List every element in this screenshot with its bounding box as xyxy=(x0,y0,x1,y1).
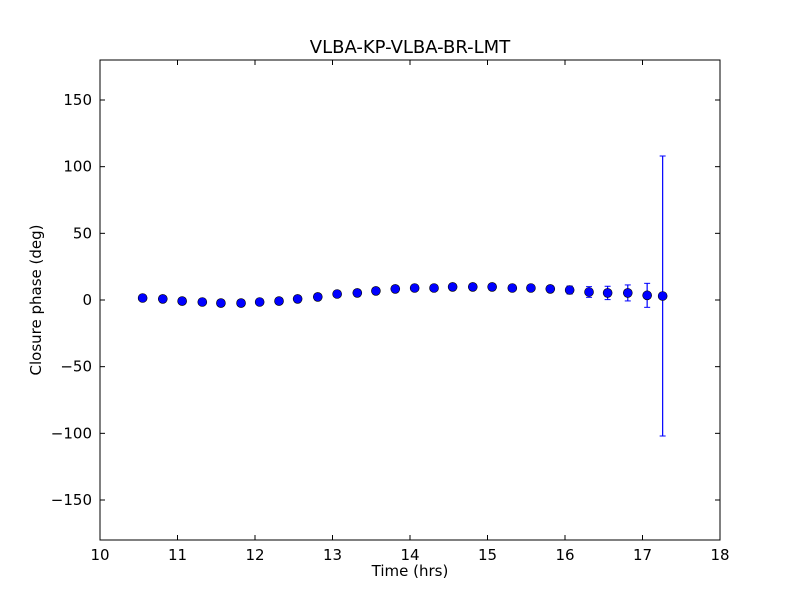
data-point xyxy=(526,283,536,293)
y-tick-label: 100 xyxy=(63,158,92,176)
y-axis-label: Closure phase (deg) xyxy=(27,225,45,376)
x-tick-label: 13 xyxy=(323,546,342,564)
data-point xyxy=(137,293,148,303)
y-tick-label: −150 xyxy=(51,491,92,509)
data-point xyxy=(177,296,187,306)
y-tick-label: 0 xyxy=(82,291,92,309)
x-tick-label: 12 xyxy=(245,546,264,564)
x-tick-label: 17 xyxy=(633,546,652,564)
data-point xyxy=(487,282,497,292)
data-point xyxy=(157,294,168,304)
x-tick-label: 14 xyxy=(400,546,419,564)
chart-title: VLBA-KP-VLBA-BR-LMT xyxy=(310,37,511,58)
data-point xyxy=(447,282,458,292)
data-point xyxy=(642,290,652,301)
y-tick-label: 150 xyxy=(63,91,92,109)
data-point xyxy=(216,298,226,308)
data-point xyxy=(236,298,246,308)
y-tick-label: −100 xyxy=(51,424,92,442)
data-point xyxy=(409,283,420,293)
data-point xyxy=(390,284,401,294)
data-point xyxy=(584,287,594,297)
data-point xyxy=(622,288,633,298)
x-tick-label: 10 xyxy=(90,546,109,564)
data-point xyxy=(507,283,518,293)
data-point xyxy=(254,297,265,307)
data-point xyxy=(657,291,668,301)
x-axis-label: Time (hrs) xyxy=(371,562,449,580)
data-point xyxy=(197,297,208,307)
data-point xyxy=(292,294,303,304)
x-tick-label: 11 xyxy=(168,546,187,564)
data-point xyxy=(274,296,284,306)
data-point xyxy=(467,282,478,292)
x-tick-label: 18 xyxy=(710,546,729,564)
data-point xyxy=(332,289,342,299)
data-point xyxy=(564,285,575,295)
data-point xyxy=(352,288,363,298)
plot-frame xyxy=(99,59,721,541)
data-point xyxy=(545,284,556,294)
y-tick-label: 50 xyxy=(73,224,92,242)
data-point xyxy=(429,283,439,293)
data-point xyxy=(602,288,613,298)
data-point xyxy=(371,286,381,296)
data-point xyxy=(312,292,323,302)
x-tick-label: 16 xyxy=(555,546,574,564)
x-tick-label: 15 xyxy=(478,546,497,564)
y-tick-label: −50 xyxy=(60,358,92,376)
